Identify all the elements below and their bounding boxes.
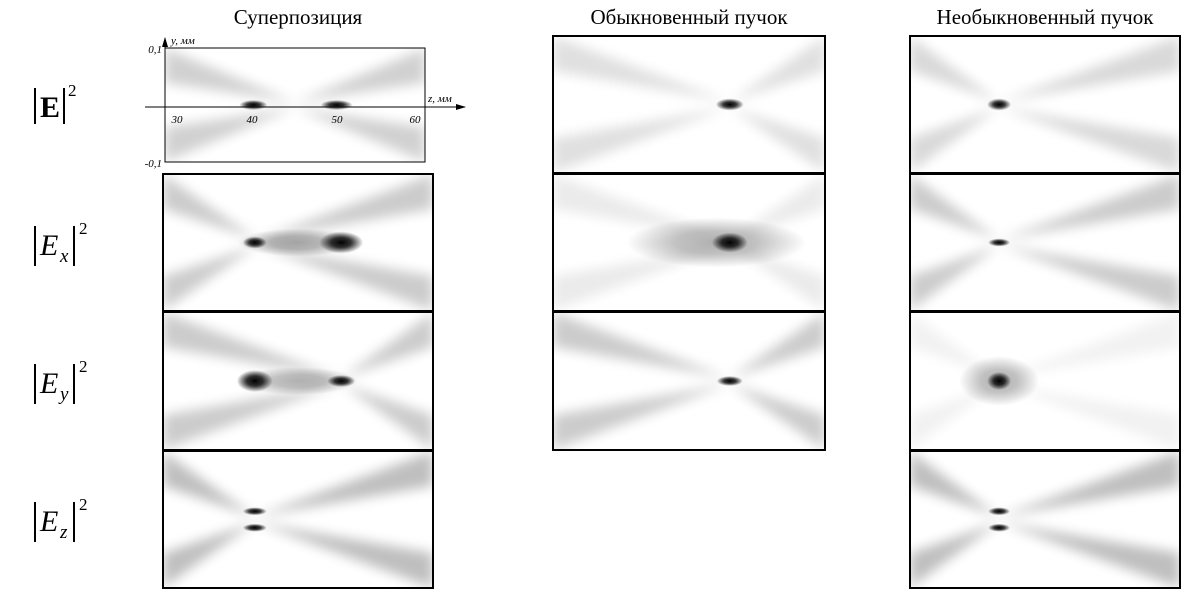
intensity-spot [321, 100, 353, 110]
intensity-map [163, 451, 433, 588]
intensity-spot [239, 100, 267, 110]
y-tick-label: 0,1 [148, 44, 162, 56]
row-power: 2 [79, 219, 88, 238]
intensity-spot [243, 524, 267, 532]
page: {"columns": ["Суперпозиция", "Обыкновенн… [0, 0, 1190, 590]
intensity-spot [716, 99, 744, 111]
intensity-spot [243, 507, 267, 515]
intensity-map [553, 312, 825, 450]
intensity-map [910, 174, 1180, 311]
column-header: Суперпозиция [234, 5, 363, 29]
z-axis-label: z, мм [427, 93, 452, 105]
intensity-map [163, 174, 433, 311]
z-tick-label: 60 [410, 114, 422, 126]
row-symbol: E [39, 505, 58, 538]
z-tick-label: 40 [247, 114, 259, 126]
intensity-map [910, 312, 1180, 450]
row-power: 2 [79, 495, 88, 514]
intensity-map [165, 48, 425, 162]
intensity-spot [988, 239, 1010, 247]
intensity-spot [626, 218, 806, 268]
intensity-spot [959, 356, 1039, 406]
panels [163, 36, 1180, 588]
row-labels: E 2 E x 2 E y 2 E z 2 [35, 81, 88, 543]
intensity-spot [238, 229, 358, 257]
intensity-spot [988, 524, 1010, 532]
y-tick-label: -0,1 [145, 158, 162, 170]
intensity-map [553, 174, 825, 311]
intensity-spot [717, 376, 743, 386]
intensity-spot [238, 367, 358, 395]
intensity-map [163, 312, 433, 450]
row-symbol: E [40, 91, 60, 124]
z-tick-label: 30 [171, 114, 184, 126]
row-symbol: E [39, 229, 58, 262]
intensity-map [553, 36, 825, 173]
row-subscript: z [59, 522, 68, 543]
figure: Суперпозиция Обыкновенный пучок Необыкно… [0, 0, 1190, 590]
row-power: 2 [79, 357, 88, 376]
intensity-spot [987, 99, 1011, 111]
y-axis-label: y, мм [170, 35, 195, 47]
row-subscript: x [59, 246, 69, 267]
row-power: 2 [68, 81, 77, 100]
z-tick-label: 50 [332, 114, 344, 126]
row-symbol: E [39, 367, 58, 400]
intensity-spot [988, 507, 1010, 515]
column-header: Обыкновенный пучок [590, 5, 788, 29]
intensity-map [910, 451, 1180, 588]
column-header: Необыкновенный пучок [937, 5, 1155, 29]
row-subscript: y [58, 384, 69, 405]
intensity-map [910, 36, 1180, 173]
